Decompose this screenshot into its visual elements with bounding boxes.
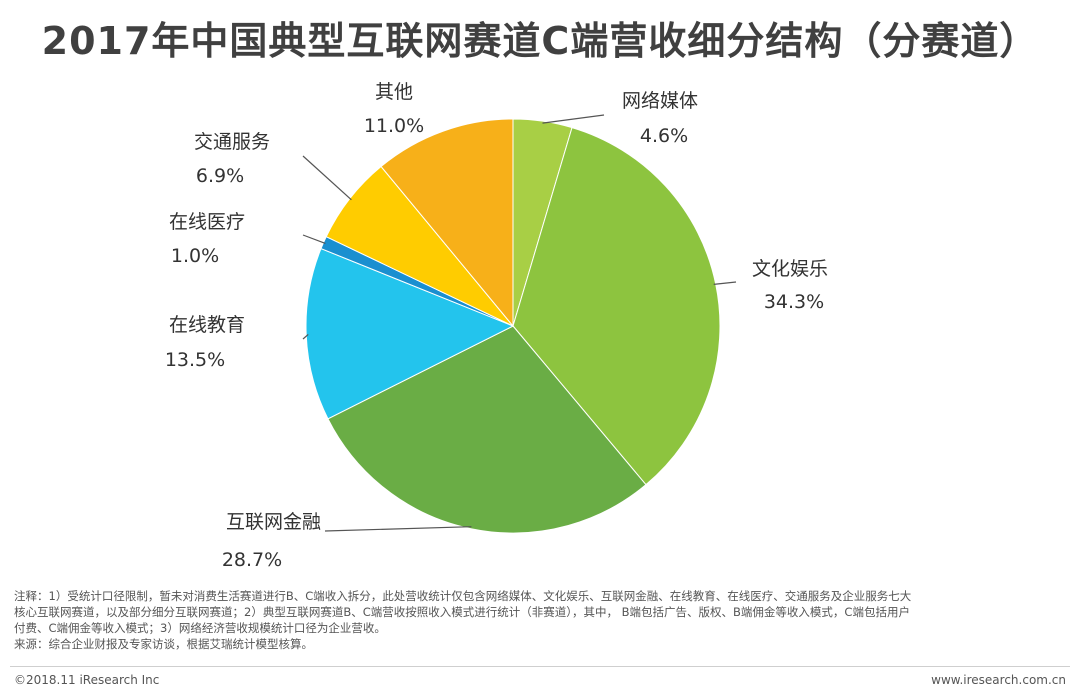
slice-value-1: 4.6% [640, 125, 688, 147]
slice-value-3: 28.7% [222, 549, 282, 571]
pie-slice-4 [305, 247, 515, 420]
pie-slice-3 [327, 325, 647, 534]
pie-chart: 网络媒体 4.6% 文化娱乐 34.3% 互联网金融 28.7% 在线教育 13.5% 在线医疗… [165, 81, 828, 571]
leader-line-3 [324, 526, 472, 532]
footer-divider [10, 666, 1070, 667]
leader-line-1 [542, 114, 605, 124]
copyright: ©2018.11 iResearch Inc [14, 673, 160, 687]
slice-label-4: 在线教育 [169, 314, 245, 336]
slice-value-5: 1.0% [171, 245, 219, 267]
slice-label-5: 在线医疗 [169, 211, 245, 233]
slice-label-1: 网络媒体 [622, 90, 698, 112]
website: www.iresearch.com.cn [931, 673, 1066, 687]
slice-value-2: 34.3% [764, 291, 824, 313]
slice-label-7: 其他 [375, 81, 413, 103]
note-line-1: 注释：1）受统计口径限制，暂未对消费生活赛道进行B、C端收入拆分，此处营收统计仅… [14, 589, 912, 603]
leader-line-4 [302, 333, 309, 340]
leader-line-6 [302, 155, 352, 201]
chart-title: 2017年中国典型互联网赛道C端营收细分结构（分赛道） [41, 19, 1039, 63]
slice-value-6: 6.9% [196, 165, 244, 187]
slice-label-2: 文化娱乐 [752, 258, 828, 280]
slice-value-7: 11.0% [364, 115, 424, 137]
pie-slice-7 [380, 118, 514, 328]
footnote: 注释：1）受统计口径限制，暂未对消费生活赛道进行B、C端收入拆分，此处营收统计仅… [14, 588, 1069, 652]
source-note: 来源：综合企业财报及专家访谈，根据艾瑞统计模型核算。 [14, 637, 313, 651]
slice-label-3: 互联网金融 [226, 511, 321, 533]
note-line-3: 付费、C端佣金等收入模式；3）网络经济营收规模统计口径为企业营收。 [14, 621, 386, 635]
leader-line-2 [713, 281, 737, 285]
slice-value-4: 13.5% [165, 349, 225, 371]
slice-label-6: 交通服务 [194, 131, 270, 153]
leader-line-5 [302, 234, 326, 244]
note-line-2: 核心互联网赛道，以及部分细分互联网赛道；2）典型互联网赛道B、C端营收按照收入模… [14, 605, 910, 619]
